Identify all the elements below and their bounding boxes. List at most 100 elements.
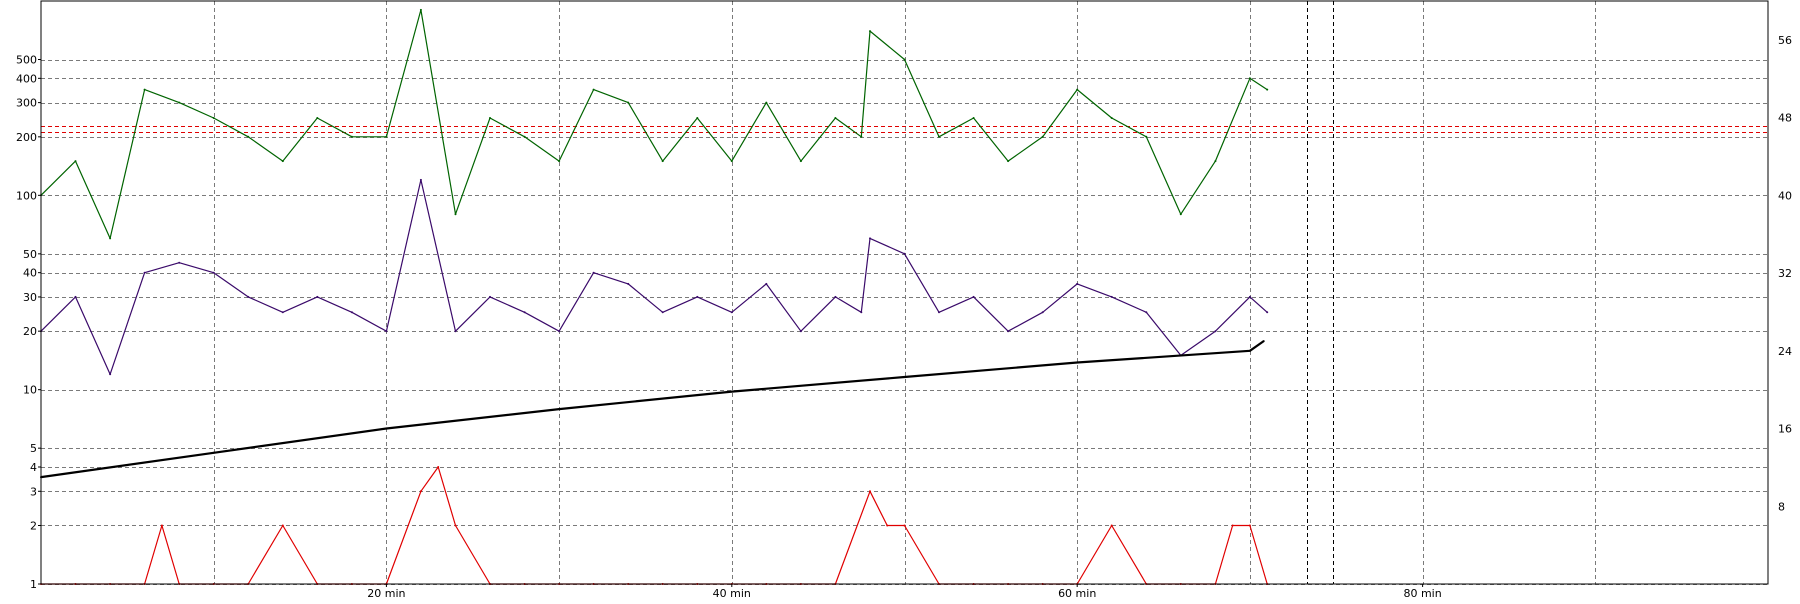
data-point xyxy=(765,282,768,285)
data-point xyxy=(419,8,422,11)
data-point xyxy=(1145,311,1148,314)
y-tick-label-left: 10 xyxy=(23,384,37,397)
data-point xyxy=(1214,330,1217,333)
y-tick-label-left: 5 xyxy=(30,442,37,455)
data-point xyxy=(696,117,699,119)
data-point xyxy=(730,160,733,163)
y-tick-label-left: 300 xyxy=(16,97,37,110)
data-point xyxy=(212,271,215,274)
data-point xyxy=(558,160,561,163)
data-point xyxy=(1110,295,1113,298)
x-tick-label: 20 min xyxy=(367,587,405,600)
data-point xyxy=(903,376,906,378)
grid xyxy=(41,1,1768,585)
data-point xyxy=(1041,135,1044,138)
data-point xyxy=(860,135,863,138)
data-point xyxy=(869,490,871,493)
data-point xyxy=(143,88,146,91)
data-point xyxy=(1231,524,1234,527)
data-point xyxy=(903,252,906,255)
data-point xyxy=(454,330,457,333)
data-point xyxy=(869,30,871,33)
data-point xyxy=(489,117,491,119)
data-point xyxy=(454,213,457,216)
series-line-0 xyxy=(40,9,1268,239)
data-point xyxy=(385,135,388,138)
x-tick-label: 80 min xyxy=(1403,587,1441,600)
data-point xyxy=(1007,330,1010,333)
data-point xyxy=(592,88,595,91)
y-axis-left: 1 2 3 4 5 10 20 30 40 50 100 200 300 400 500 xyxy=(16,54,41,591)
data-point xyxy=(247,135,250,138)
data-point xyxy=(765,101,768,104)
y-tick-label-right: 40 xyxy=(1778,189,1792,202)
y-tick-label-left: 500 xyxy=(16,54,37,67)
data-point xyxy=(661,311,664,314)
data-point xyxy=(592,271,595,274)
y-tick-label-right: 56 xyxy=(1778,34,1792,47)
data-point xyxy=(834,295,837,298)
x-axis: 20 min 40 min 60 min 80 min xyxy=(367,584,1442,600)
y-tick-label-left: 200 xyxy=(16,131,37,144)
marker-lines xyxy=(1307,1,1334,584)
data-point xyxy=(860,311,863,314)
y-tick-label-left: 40 xyxy=(23,267,37,280)
y-tick-label-left: 4 xyxy=(30,461,37,474)
data-point xyxy=(661,160,664,163)
data-point xyxy=(523,311,526,314)
data-point xyxy=(558,408,561,411)
data-point xyxy=(385,330,388,333)
x-tick-label: 40 min xyxy=(713,587,751,600)
y-tick-label-right: 32 xyxy=(1778,267,1792,280)
y-tick-label-left: 1 xyxy=(30,578,37,591)
data-point xyxy=(74,295,77,298)
plot-frame xyxy=(40,0,1769,585)
data-point xyxy=(1041,311,1044,314)
data-point xyxy=(869,237,871,240)
data-point xyxy=(696,295,699,298)
data-point xyxy=(1076,88,1079,91)
data-point xyxy=(886,524,889,527)
data-point xyxy=(1110,117,1113,119)
data-point xyxy=(1248,524,1251,527)
y-tick-label-left: 20 xyxy=(23,325,37,338)
data-point xyxy=(799,330,802,333)
threshold-line xyxy=(41,126,1768,133)
series-line-3 xyxy=(40,340,1265,479)
y-tick-label-left: 2 xyxy=(30,519,37,532)
data-point xyxy=(437,466,440,468)
data-point xyxy=(212,451,215,454)
y-tick-label-right: 8 xyxy=(1778,500,1785,513)
data-point xyxy=(281,160,284,163)
y-tick-label-left: 100 xyxy=(16,189,37,202)
data-point xyxy=(160,524,163,527)
y-tick-label-left: 400 xyxy=(16,72,37,85)
data-point xyxy=(316,117,319,119)
data-point xyxy=(558,330,561,333)
data-point xyxy=(1110,524,1113,527)
data-point xyxy=(972,295,975,298)
data-point xyxy=(730,390,733,393)
data-point xyxy=(1248,349,1251,352)
data-point xyxy=(212,117,215,119)
data-point xyxy=(1214,160,1217,163)
data-point xyxy=(489,295,491,298)
data-point xyxy=(109,373,112,376)
data-point xyxy=(903,524,906,527)
data-point xyxy=(1266,88,1269,91)
data-point xyxy=(419,178,422,181)
y-tick-label-right: 48 xyxy=(1778,112,1792,125)
data-point xyxy=(316,295,319,298)
data-point xyxy=(1145,135,1148,138)
data-point xyxy=(938,311,940,314)
y-tick-label-left: 3 xyxy=(30,485,37,498)
data-point xyxy=(834,117,837,119)
data-point xyxy=(903,58,906,61)
data-point xyxy=(178,261,181,264)
data-point xyxy=(1007,160,1010,163)
x-tick-label: 60 min xyxy=(1058,587,1096,600)
data-point xyxy=(1248,77,1251,80)
data-point xyxy=(454,524,457,527)
data-point xyxy=(523,135,526,138)
series-line-1 xyxy=(40,179,1268,375)
